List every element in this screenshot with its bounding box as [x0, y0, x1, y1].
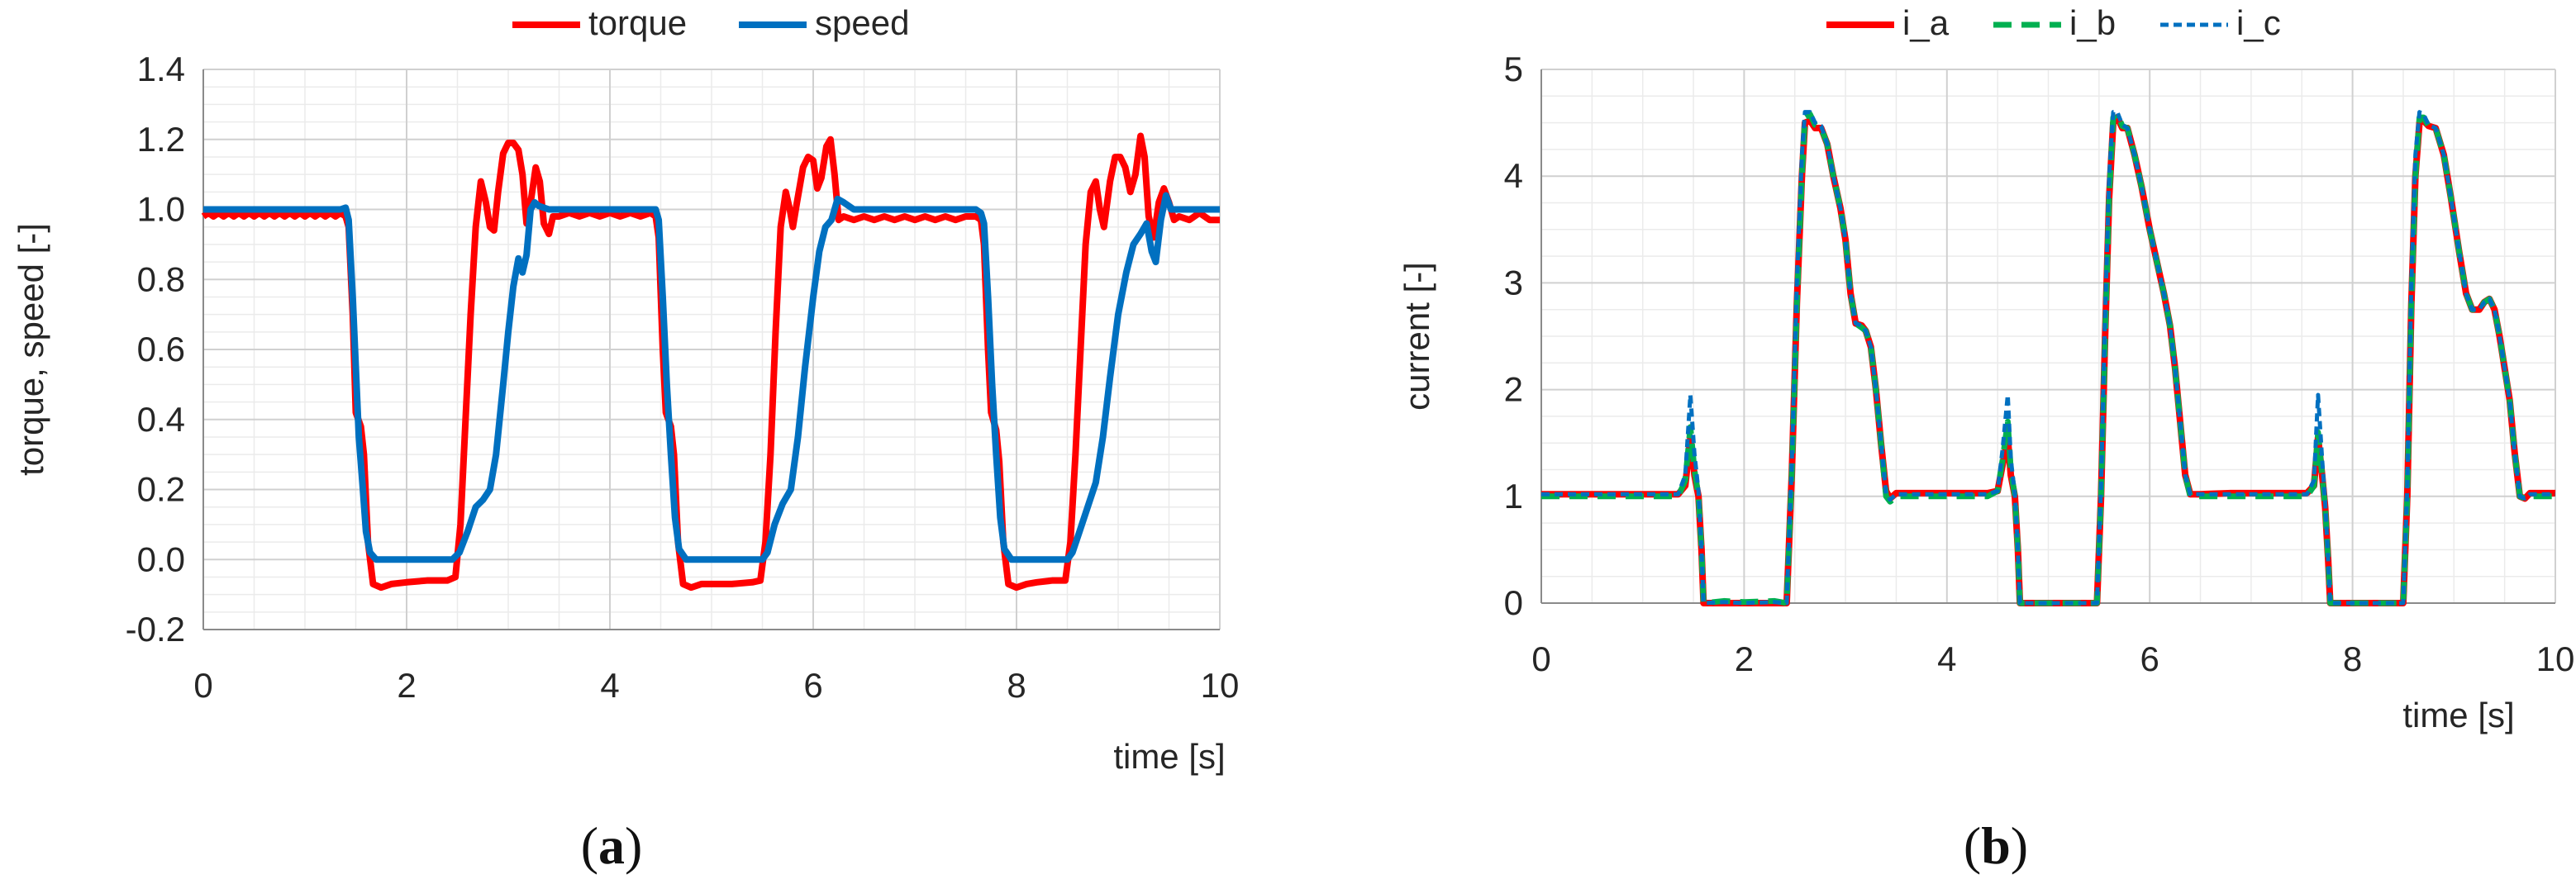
legend-label-torque: torque [588, 3, 687, 42]
y-tick-label: 1.0 [137, 190, 185, 229]
x-axis-label: time [s] [2402, 696, 2514, 734]
x-tick-label: 0 [193, 666, 212, 705]
x-tick-label: 6 [2140, 639, 2159, 678]
y-axis-label: torque, speed [-] [12, 223, 50, 476]
panel-caption: (a) [581, 816, 643, 875]
y-tick-label: 1.4 [137, 50, 185, 88]
legend-label-i-c: i_c [2236, 3, 2281, 42]
x-tick-label: 2 [397, 666, 416, 705]
chart-a: 0 2 4 6 8 10 -0.2 0.0 0.2 0.4 0.6 0.8 1.0 1.2 1.4 time … [12, 0, 1239, 875]
y-tick-label: 3 [1504, 263, 1523, 302]
y-tick-label: 2 [1504, 370, 1523, 409]
x-tick-label: 2 [1735, 639, 1754, 678]
x-tick-label: 8 [2343, 639, 2362, 678]
y-tick-label: 5 [1504, 50, 1523, 88]
x-tick-label: 10 [1201, 666, 1240, 705]
x-tick-label: 0 [1531, 639, 1550, 678]
legend-label-i-b: i_b [2069, 3, 2116, 42]
x-tick-label: 10 [2536, 639, 2575, 678]
x-tick-label: 4 [600, 666, 619, 705]
y-tick-label: 0.8 [137, 259, 185, 298]
y-tick-label: 1.2 [137, 120, 185, 159]
y-tick-label: 0.4 [137, 400, 185, 439]
y-tick-label: -0.2 [126, 610, 185, 649]
series-line-i-c [1541, 110, 2555, 606]
y-axis-label: current [-] [1398, 262, 1436, 411]
y-tick-label: 4 [1504, 156, 1523, 195]
y-tick-label: 1 [1504, 477, 1523, 516]
series-line-speed [203, 192, 1220, 563]
y-tick-label: 0.0 [137, 539, 185, 578]
legend-label-i-a: i_a [1902, 3, 1950, 42]
y-tick-label: 0.2 [137, 470, 185, 509]
y-tick-label: 0.6 [137, 330, 185, 368]
legend: torque speed [488, 0, 945, 56]
x-axis-label: time [s] [1113, 737, 1225, 776]
x-tick-label: 8 [1007, 666, 1026, 705]
x-tick-label: 4 [1937, 639, 1956, 678]
x-tick-label: 6 [803, 666, 822, 705]
panel-caption: (b) [1964, 816, 2028, 875]
legend-label-speed: speed [815, 3, 909, 42]
legend: i_a i_b i_c [1802, 0, 2327, 56]
y-tick-label: 0 [1504, 583, 1523, 622]
